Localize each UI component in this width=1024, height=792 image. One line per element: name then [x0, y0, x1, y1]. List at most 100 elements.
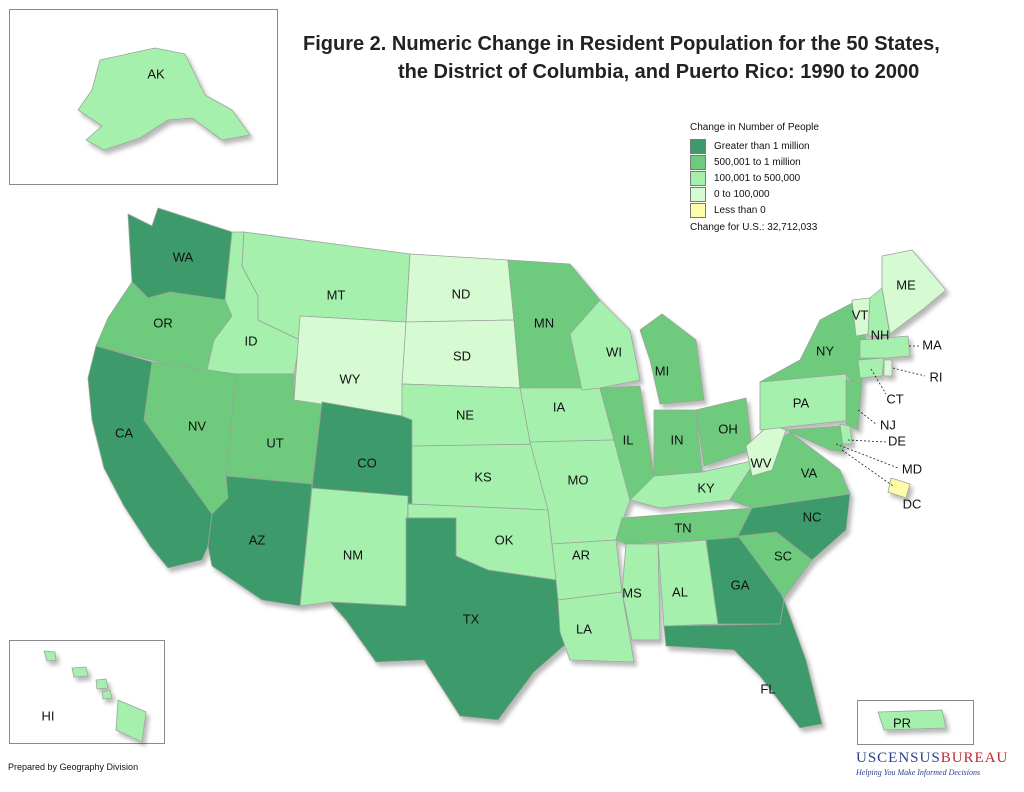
- leader-line: [841, 449, 894, 487]
- state-mi: [639, 313, 705, 405]
- state-label-ok: OK: [495, 532, 514, 547]
- state-label-ky: KY: [697, 480, 715, 495]
- state-label-ga: GA: [731, 577, 750, 592]
- state-label-wy: WY: [340, 371, 361, 386]
- state-wi: [569, 299, 641, 391]
- state-label-ms: MS: [622, 585, 642, 600]
- state-label-mo: MO: [568, 472, 589, 487]
- leader-line: [870, 368, 887, 395]
- state-label-sd: SD: [453, 348, 471, 363]
- state-label-wv: WV: [751, 455, 772, 470]
- state-ms: [621, 543, 661, 641]
- state-label-ca: CA: [115, 425, 133, 440]
- state-label-dc: DC: [903, 496, 922, 511]
- state-label-va: VA: [801, 465, 818, 480]
- state-la: [557, 591, 635, 663]
- state-fl: [663, 599, 823, 729]
- legend-swatch: [690, 202, 706, 218]
- legend-swatch: [690, 186, 706, 202]
- state-label-az: AZ: [249, 532, 266, 547]
- state-label-ak: AK: [147, 66, 165, 81]
- state-ak: [77, 47, 251, 151]
- state-wy: [293, 315, 407, 417]
- state-label-or: OR: [153, 315, 173, 330]
- state-label-id: ID: [245, 333, 258, 348]
- state-label-in: IN: [671, 432, 684, 447]
- map-legend: Change in Number of People Greater than …: [690, 122, 819, 233]
- logo-wordmark-bureau: BUREAU: [940, 750, 1009, 766]
- state-label-md: MD: [902, 461, 922, 476]
- state-tx: [329, 517, 567, 721]
- state-hi: [43, 650, 147, 743]
- state-ia: [519, 387, 615, 443]
- map-title: Figure 2. Numeric Change in Resident Pop…: [303, 30, 1003, 86]
- state-pr: [877, 709, 947, 731]
- state-label-nh: NH: [871, 327, 890, 342]
- state-label-al: AL: [672, 584, 688, 599]
- logo-wordmark-us: USCENSUS: [856, 750, 941, 766]
- state-label-ar: AR: [572, 547, 590, 562]
- legend-swatch: [690, 170, 706, 186]
- state-label-vt: VT: [852, 307, 869, 322]
- state-label-ri: RI: [930, 369, 943, 384]
- state-label-nd: ND: [452, 286, 471, 301]
- leader-line: [892, 367, 926, 377]
- state-label-ct: CT: [886, 391, 903, 406]
- state-label-tn: TN: [674, 520, 691, 535]
- state-me: [881, 249, 947, 335]
- legend-item: 0 to 100,000: [690, 186, 819, 202]
- title-line-2: the District of Columbia, and Puerto Ric…: [398, 61, 920, 83]
- legend-heading: Change in Number of People: [690, 122, 819, 133]
- state-label-nj: NJ: [880, 417, 896, 432]
- us-total-change: Change for U.S.: 32,712,033: [690, 222, 818, 233]
- legend-label: Less than 0: [714, 204, 766, 216]
- state-ct: [857, 357, 885, 379]
- leader-line: [857, 409, 877, 425]
- state-label-me: ME: [896, 277, 916, 292]
- logo-wordmark: USCENSUSBUREAU: [856, 750, 1016, 767]
- legend-label: 100,001 to 500,000: [714, 172, 801, 184]
- legend-swatch: [690, 154, 706, 170]
- census-bureau-logo: USCENSUSBUREAU Helping You Make Informed…: [856, 750, 1016, 777]
- state-label-wa: WA: [173, 249, 194, 264]
- state-md: [785, 425, 845, 453]
- state-label-la: LA: [576, 621, 592, 636]
- state-label-nm: NM: [343, 547, 363, 562]
- legend-item: Greater than 1 million: [690, 138, 819, 154]
- legend-label: 0 to 100,000: [714, 188, 770, 200]
- legend-item: Less than 0: [690, 202, 819, 218]
- state-label-hi: HI: [42, 708, 55, 723]
- state-label-ks: KS: [474, 469, 492, 484]
- logo-tagline: Helping You Make Informed Decisions: [856, 768, 981, 777]
- state-label-fl: FL: [760, 681, 775, 696]
- state-label-mi: MI: [655, 363, 669, 378]
- state-label-tx: TX: [463, 611, 480, 626]
- state-label-nv: NV: [188, 418, 206, 433]
- state-dc: [887, 477, 911, 499]
- legend-label: Greater than 1 million: [714, 140, 810, 152]
- state-label-oh: OH: [718, 421, 738, 436]
- state-label-sc: SC: [774, 548, 792, 563]
- state-label-ut: UT: [266, 435, 283, 450]
- leader-line: [835, 443, 899, 469]
- state-label-ia: IA: [553, 399, 566, 414]
- state-nj: [845, 379, 863, 431]
- state-label-pa: PA: [793, 395, 810, 410]
- credit-line: Prepared by Geography Division: [8, 762, 139, 772]
- state-label-de: DE: [888, 433, 906, 448]
- state-label-ma: MA: [922, 337, 942, 352]
- legend-item: 500,001 to 1 million: [690, 154, 819, 170]
- state-label-ne: NE: [456, 407, 474, 422]
- state-label-mn: MN: [534, 315, 554, 330]
- leader-line: [847, 439, 887, 443]
- state-ri: [883, 359, 893, 377]
- title-line-1: Figure 2. Numeric Change in Resident Pop…: [303, 33, 940, 55]
- legend-item: 100,001 to 500,000: [690, 170, 819, 186]
- state-co: [311, 401, 413, 505]
- state-label-co: CO: [357, 455, 377, 470]
- state-label-nc: NC: [803, 509, 822, 524]
- state-label-ny: NY: [816, 343, 834, 358]
- state-label-mt: MT: [327, 287, 346, 302]
- state-ma: [859, 335, 911, 359]
